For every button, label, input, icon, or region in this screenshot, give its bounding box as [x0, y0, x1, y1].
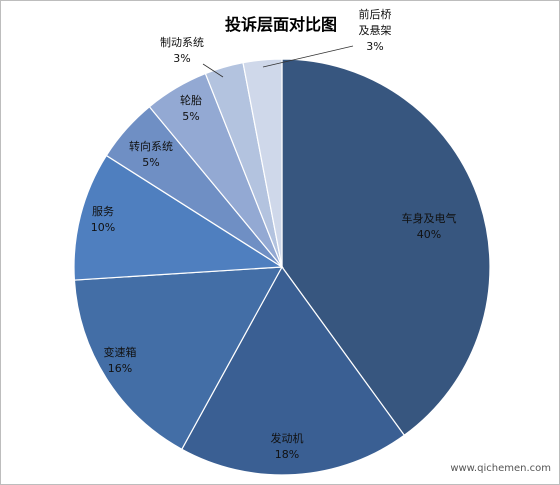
pie-slice	[242, 58, 283, 268]
pie-slices	[73, 58, 491, 476]
slice-label: 车身及电气 40%	[402, 211, 457, 241]
slice-label: 发动机 18%	[271, 431, 304, 461]
slice-label: 转向系统 5%	[129, 139, 173, 169]
pie-slice	[73, 154, 284, 281]
leader-line	[202, 63, 224, 78]
slice-label: 制动系统 3%	[160, 36, 204, 65]
slice-label: 轮胎 5%	[180, 93, 202, 123]
slice-labels: 车身及电气 40% 发动机 18% 变速箱 16% 服务 10% 转向系统 5% 轮胎 5% 制动系统 3…	[91, 7, 457, 461]
pie-slice	[281, 58, 491, 437]
slice-label: 前后桥及悬架 3%	[359, 7, 392, 53]
pie-slice	[180, 265, 406, 476]
slice-label: 服务 10%	[91, 205, 115, 234]
chart-title: 投诉层面对比图	[225, 15, 337, 34]
leader-line	[262, 45, 354, 68]
watermark: www.qichemen.com	[450, 463, 551, 474]
leader-lines	[202, 45, 354, 78]
pie-slice	[73, 266, 284, 451]
slice-label: 变速箱 16%	[104, 345, 137, 375]
